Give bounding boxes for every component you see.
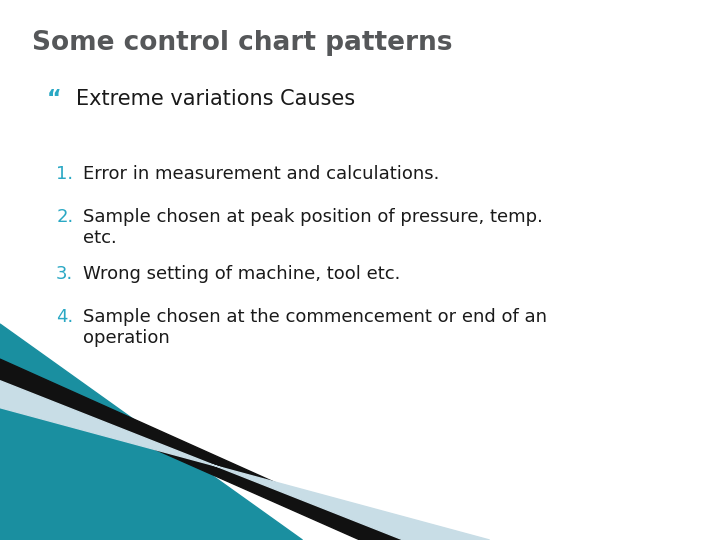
Text: Error in measurement and calculations.: Error in measurement and calculations. [83,165,439,183]
Text: 4.: 4. [56,308,73,326]
Text: 2.: 2. [56,208,73,226]
Text: Sample chosen at peak position of pressure, temp.
etc.: Sample chosen at peak position of pressu… [83,208,543,247]
Text: 1.: 1. [56,165,73,183]
Text: Sample chosen at the commencement or end of an
operation: Sample chosen at the commencement or end… [83,308,546,347]
Text: Some control chart patterns: Some control chart patterns [32,30,453,56]
Text: Wrong setting of machine, tool etc.: Wrong setting of machine, tool etc. [83,265,400,282]
Polygon shape [0,359,403,540]
Text: Extreme variations Causes: Extreme variations Causes [76,89,355,109]
Text: “: “ [47,89,61,109]
Polygon shape [0,381,490,540]
Polygon shape [0,324,302,540]
Text: 3.: 3. [56,265,73,282]
